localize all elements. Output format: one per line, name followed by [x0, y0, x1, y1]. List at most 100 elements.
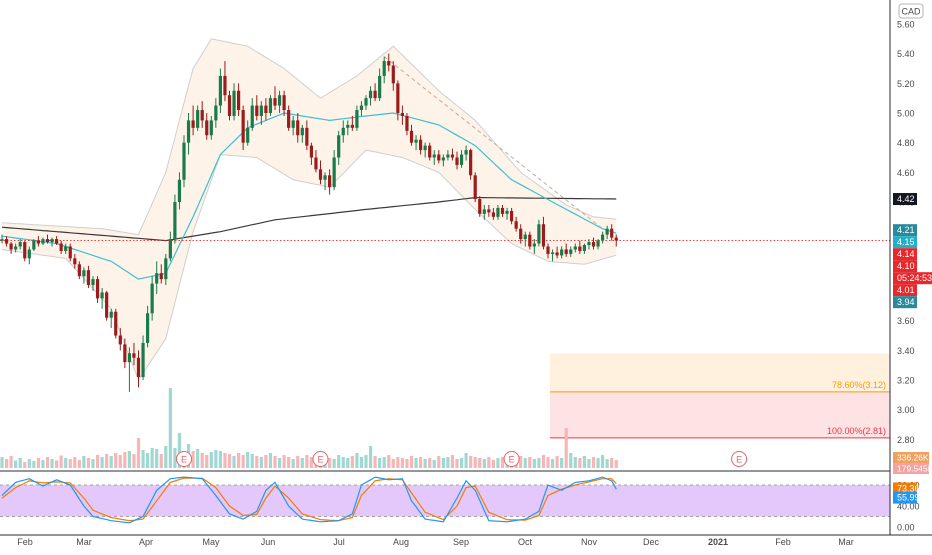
candle-body[interactable] — [591, 242, 596, 247]
candle-body[interactable] — [573, 246, 577, 250]
candle-body[interactable] — [496, 207, 500, 217]
candle-body[interactable] — [373, 90, 377, 99]
candle-body[interactable] — [264, 105, 268, 113]
candle-body[interactable] — [86, 270, 91, 286]
candle-body[interactable] — [146, 313, 150, 343]
candle-body[interactable] — [414, 139, 418, 143]
candle-body[interactable] — [450, 154, 455, 158]
candle-body[interactable] — [241, 110, 245, 143]
candle-body[interactable] — [487, 209, 491, 213]
candle-body[interactable] — [455, 157, 459, 165]
earnings-marker[interactable] — [731, 451, 748, 467]
candle-body[interactable] — [505, 210, 509, 214]
candle-body[interactable] — [587, 242, 591, 246]
candle-body[interactable] — [9, 243, 13, 250]
candle-body[interactable] — [582, 245, 586, 251]
candle-body[interactable] — [73, 258, 77, 265]
candle-body[interactable] — [141, 342, 145, 378]
candle-body[interactable] — [291, 120, 295, 128]
candle-body[interactable] — [23, 242, 27, 259]
candle-body[interactable] — [423, 145, 427, 151]
candle-body[interactable] — [237, 90, 241, 111]
candle-body[interactable] — [569, 249, 573, 254]
candle-body[interactable] — [27, 249, 31, 259]
candle-body[interactable] — [482, 209, 486, 214]
candle-body[interactable] — [300, 127, 304, 136]
candle-body[interactable] — [0, 239, 4, 241]
candle-body[interactable] — [532, 243, 536, 247]
candle-body[interactable] — [550, 252, 555, 254]
candle-body[interactable] — [36, 240, 40, 244]
candle-body[interactable] — [332, 157, 336, 188]
candle-body[interactable] — [537, 224, 541, 244]
candle-body[interactable] — [428, 145, 432, 158]
candle-body[interactable] — [50, 239, 54, 243]
candle-body[interactable] — [223, 75, 227, 96]
candle-body[interactable] — [18, 242, 22, 247]
candle-body[interactable] — [191, 120, 195, 128]
candle-body[interactable] — [437, 154, 441, 161]
candles[interactable] — [0, 53, 618, 392]
candle-body[interactable] — [396, 83, 400, 113]
trend-line[interactable] — [383, 56, 603, 230]
candle-body[interactable] — [41, 239, 45, 244]
candle-body[interactable] — [59, 243, 63, 251]
candle-body[interactable] — [328, 175, 332, 188]
candle-body[interactable] — [601, 234, 605, 241]
candle-body[interactable] — [159, 273, 163, 280]
candle-body[interactable] — [55, 239, 59, 244]
currency-badge[interactable] — [898, 3, 924, 19]
candle-body[interactable] — [4, 239, 9, 244]
candle-body[interactable] — [610, 228, 614, 238]
candle-body[interactable] — [32, 240, 36, 250]
candle-body[interactable] — [105, 292, 109, 318]
candle-body[interactable] — [127, 353, 131, 363]
candle-body[interactable] — [268, 98, 273, 113]
candle-body[interactable] — [273, 98, 277, 106]
candle-body[interactable] — [555, 252, 559, 256]
candle-body[interactable] — [510, 210, 514, 222]
candle-body[interactable] — [419, 139, 423, 151]
candle-body[interactable] — [441, 157, 445, 161]
candle-body[interactable] — [214, 105, 218, 121]
candle-body[interactable] — [359, 105, 364, 111]
candle-body[interactable] — [469, 150, 473, 176]
candle-body[interactable] — [246, 127, 250, 143]
candle-body[interactable] — [168, 239, 172, 259]
candle-body[interactable] — [514, 221, 518, 229]
candle-body[interactable] — [519, 228, 523, 240]
candle-body[interactable] — [446, 154, 450, 158]
candle-body[interactable] — [209, 120, 213, 136]
candle-body[interactable] — [277, 95, 282, 106]
candle-body[interactable] — [196, 110, 200, 128]
candle-body[interactable] — [287, 110, 291, 128]
candle-body[interactable] — [186, 120, 191, 143]
candle-body[interactable] — [91, 279, 95, 286]
candle-body[interactable] — [77, 264, 81, 277]
candle-body[interactable] — [282, 95, 286, 111]
candle-body[interactable] — [82, 270, 86, 277]
earnings-marker[interactable] — [312, 451, 329, 467]
candle-body[interactable] — [350, 124, 354, 128]
candle-body[interactable] — [136, 357, 141, 378]
candle-body[interactable] — [259, 105, 263, 116]
candle-body[interactable] — [560, 249, 564, 256]
candle-body[interactable] — [155, 273, 159, 284]
candle-body[interactable] — [232, 90, 236, 116]
candle-body[interactable] — [182, 142, 186, 180]
candle-body[interactable] — [541, 224, 546, 247]
candle-body[interactable] — [123, 344, 127, 363]
candle-body[interactable] — [391, 65, 395, 84]
candle-body[interactable] — [614, 237, 618, 241]
candle-body[interactable] — [346, 124, 350, 128]
candle-body[interactable] — [205, 120, 209, 136]
candle-body[interactable] — [523, 234, 527, 240]
candle-body[interactable] — [309, 145, 313, 158]
candle-body[interactable] — [68, 246, 72, 259]
candle-body[interactable] — [218, 75, 222, 106]
candle-body[interactable] — [368, 90, 373, 99]
candle-body[interactable] — [432, 154, 436, 158]
candle-body[interactable] — [132, 353, 136, 358]
